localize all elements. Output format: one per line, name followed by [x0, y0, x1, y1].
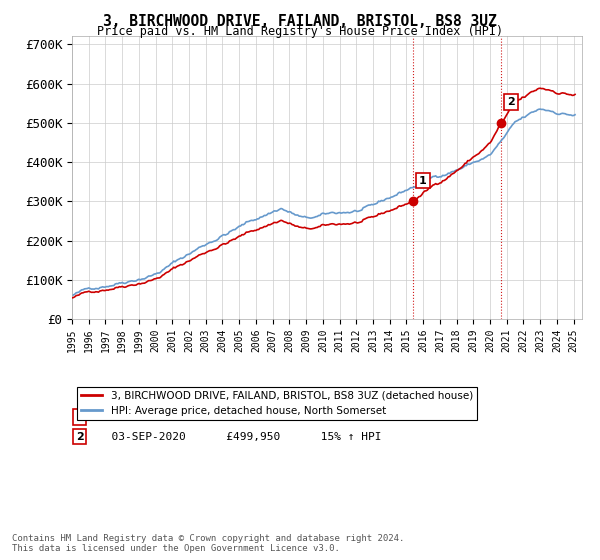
Text: 1: 1	[76, 412, 83, 422]
Legend: 3, BIRCHWOOD DRIVE, FAILAND, BRISTOL, BS8 3UZ (detached house), HPI: Average pri: 3, BIRCHWOOD DRIVE, FAILAND, BRISTOL, BS…	[77, 386, 477, 420]
Text: 29-MAY-2015      £300,000      9% ↓ HPI: 29-MAY-2015 £300,000 9% ↓ HPI	[97, 412, 374, 422]
Text: 03-SEP-2020      £499,950      15% ↑ HPI: 03-SEP-2020 £499,950 15% ↑ HPI	[97, 432, 381, 442]
Text: 3, BIRCHWOOD DRIVE, FAILAND, BRISTOL, BS8 3UZ: 3, BIRCHWOOD DRIVE, FAILAND, BRISTOL, BS…	[103, 14, 497, 29]
Text: 1: 1	[419, 176, 427, 186]
Text: 2: 2	[76, 432, 83, 442]
Text: Price paid vs. HM Land Registry's House Price Index (HPI): Price paid vs. HM Land Registry's House …	[97, 25, 503, 38]
Text: Contains HM Land Registry data © Crown copyright and database right 2024.
This d: Contains HM Land Registry data © Crown c…	[12, 534, 404, 553]
Text: 2: 2	[507, 97, 515, 107]
